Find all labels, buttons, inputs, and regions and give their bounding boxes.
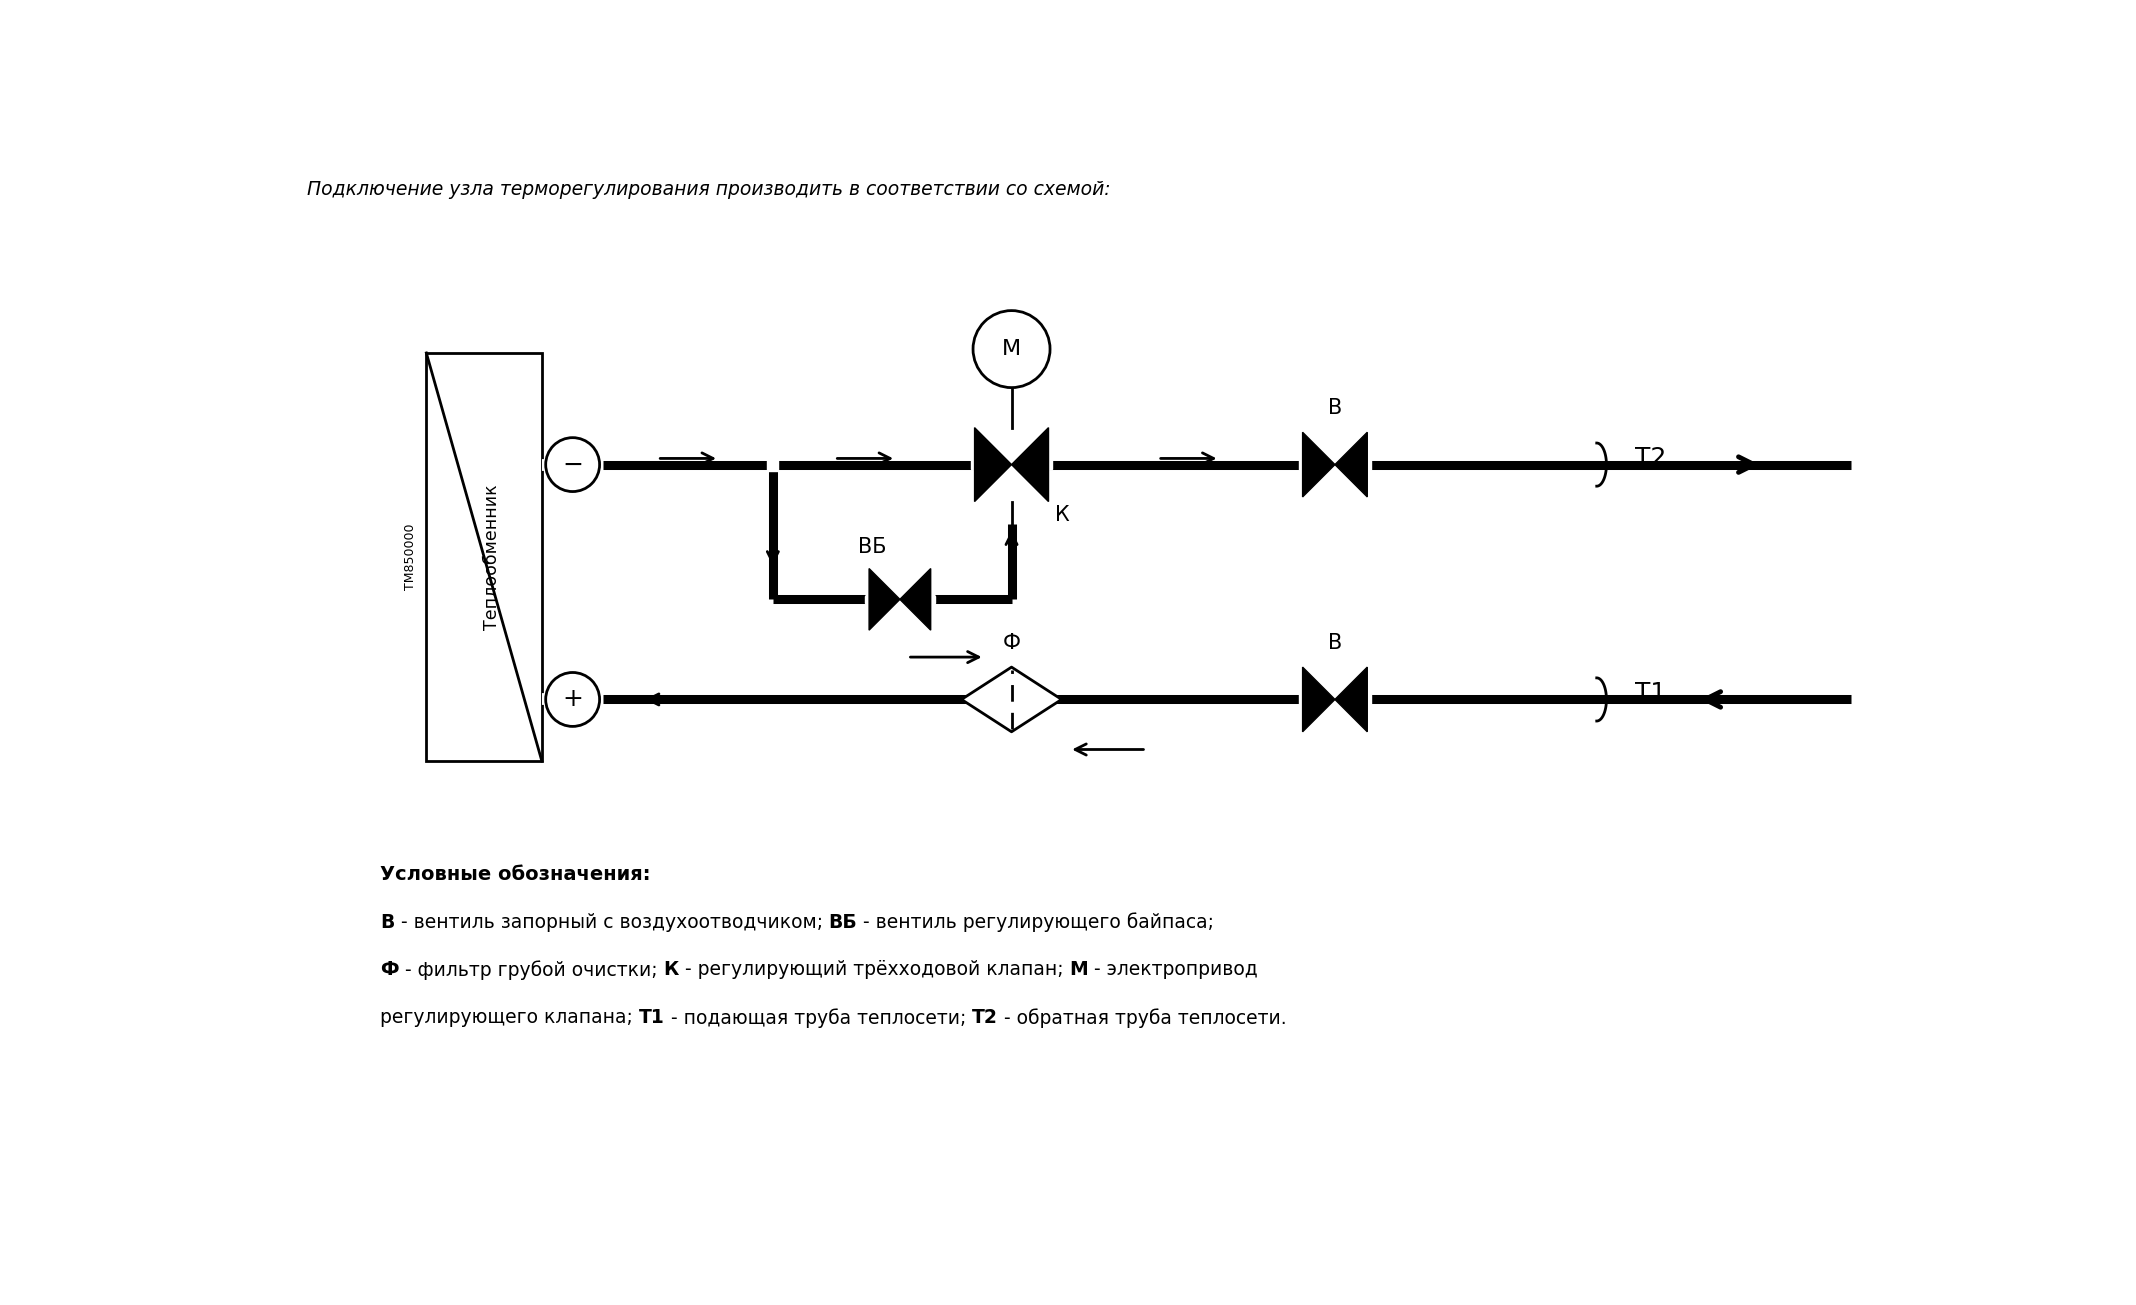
Polygon shape [974,428,1012,501]
Text: Т1: Т1 [1636,681,1666,705]
Text: - электропривод: - электропривод [1087,960,1258,980]
Text: Условные обозначения:: Условные обозначения: [380,865,651,883]
Text: М: М [1002,339,1021,359]
Text: В: В [1329,633,1341,654]
Text: +: + [562,688,583,711]
Polygon shape [899,569,931,630]
Text: регулирующего клапана;: регулирующего клапана; [380,1009,639,1027]
Text: −: − [562,453,583,476]
Text: Т2: Т2 [972,1009,998,1027]
Text: К: К [1055,505,1070,526]
Circle shape [974,311,1051,388]
Text: - обратная труба теплосети.: - обратная труба теплосети. [998,1009,1286,1028]
Text: К: К [664,960,679,980]
Polygon shape [1335,667,1367,732]
Polygon shape [1303,667,1335,732]
Text: В: В [380,912,395,932]
Polygon shape [865,595,936,603]
Polygon shape [1335,432,1367,497]
Bar [427,352,543,761]
Polygon shape [1303,432,1335,497]
Text: В: В [1329,398,1341,419]
Text: ВБ: ВБ [857,536,886,557]
Polygon shape [1012,428,1049,501]
Text: Теплообменник: Теплообменник [483,484,500,630]
Circle shape [545,672,600,727]
Text: - фильтр грубой очистки;: - фильтр грубой очистки; [399,960,664,980]
Text: ВБ: ВБ [829,912,857,932]
Text: - регулирующий трёхходовой клапан;: - регулирующий трёхходовой клапан; [679,960,1070,980]
Polygon shape [961,667,1062,732]
Polygon shape [1299,694,1371,705]
Text: Ф: Ф [1002,633,1021,654]
Text: М: М [1070,960,1087,980]
Text: Т1: Т1 [639,1009,664,1027]
Polygon shape [767,458,778,471]
Polygon shape [1299,459,1371,470]
Text: - вентиль запорный с воздухоотводчиком;: - вентиль запорный с воздухоотводчиком; [395,912,829,932]
Text: Т2: Т2 [1636,446,1666,470]
Text: Ф: Ф [380,960,399,980]
Circle shape [545,437,600,492]
Polygon shape [869,569,899,630]
Polygon shape [970,459,1053,470]
Text: Подключение узла терморегулирования производить в соответствии со схемой:: Подключение узла терморегулирования прои… [308,180,1111,198]
Text: - подающая труба теплосети;: - подающая труба теплосети; [664,1009,972,1028]
Text: - вентиль регулирующего байпаса;: - вентиль регулирующего байпаса; [857,912,1215,933]
Text: ТМ850000: ТМ850000 [404,523,417,590]
Polygon shape [1006,458,1017,471]
